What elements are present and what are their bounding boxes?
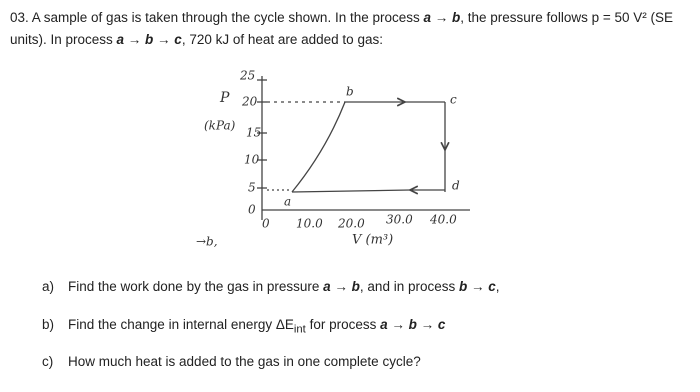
x-tick-label: 0	[262, 217, 270, 231]
question-marker: b)	[42, 317, 55, 332]
x-tick-label: 10.0	[296, 217, 323, 231]
y-tick-label: 10	[244, 153, 260, 167]
y-tick-label: 5	[248, 181, 256, 195]
y-tick-label: 20	[241, 95, 258, 109]
x-tick-label: 30.0	[386, 213, 413, 227]
x-tick-label: 40.0	[429, 213, 457, 227]
text: Find the work done by the gas in pressur…	[68, 279, 324, 294]
process: a → b → c	[116, 32, 182, 47]
text: Find the change in internal energy ΔE	[68, 317, 294, 332]
process-ab	[291, 101, 346, 193]
question: b) Find the change in internal energy ΔEi…	[42, 317, 445, 336]
point-label: d	[452, 179, 460, 193]
text: , 720 kJ of heat are added to gas:	[181, 32, 383, 47]
process: b → c	[458, 279, 496, 294]
process: a → b	[423, 10, 461, 25]
process: a → b	[323, 279, 360, 294]
question: c) How much heat is added to the gas in o…	[42, 354, 421, 369]
text: ,	[495, 279, 500, 294]
text: 03. A sample of gas is taken through the…	[10, 10, 424, 25]
process-da	[291, 189, 411, 193]
text: for process	[305, 317, 381, 332]
point-label: b	[346, 85, 354, 99]
note: →b,	[196, 235, 218, 249]
question-marker: a)	[42, 279, 55, 294]
subscript: int	[293, 323, 306, 336]
y-tick-label: 0	[248, 203, 256, 217]
text: How much heat is added to the gas in one…	[68, 354, 421, 369]
problem-intro: 03. A sample of gas is taken through the…	[10, 7, 695, 51]
pv-diagram: 25 20 15 10 5 0 P (kPa) 0 10.0 20.0 30.0…	[196, 69, 470, 249]
y-ticks	[257, 79, 267, 189]
question: a) Find the work done by the gas in press…	[42, 279, 500, 294]
question-marker: c)	[42, 354, 54, 369]
y-axis-unit: (kPa)	[204, 119, 236, 133]
point-label: a	[284, 195, 291, 209]
y-axis-label: P	[219, 90, 230, 106]
y-tick-label: 25	[239, 69, 255, 83]
process: a → b → c	[380, 317, 446, 332]
text: , the pressure follows p = 50 V² (SE uni…	[10, 10, 673, 47]
y-tick-label: 15	[246, 126, 261, 140]
point-label: c	[450, 93, 457, 107]
x-axis-label: V (m³)	[352, 233, 393, 248]
x-tick-label: 20.0	[337, 217, 365, 231]
text: , and in process	[359, 279, 459, 294]
